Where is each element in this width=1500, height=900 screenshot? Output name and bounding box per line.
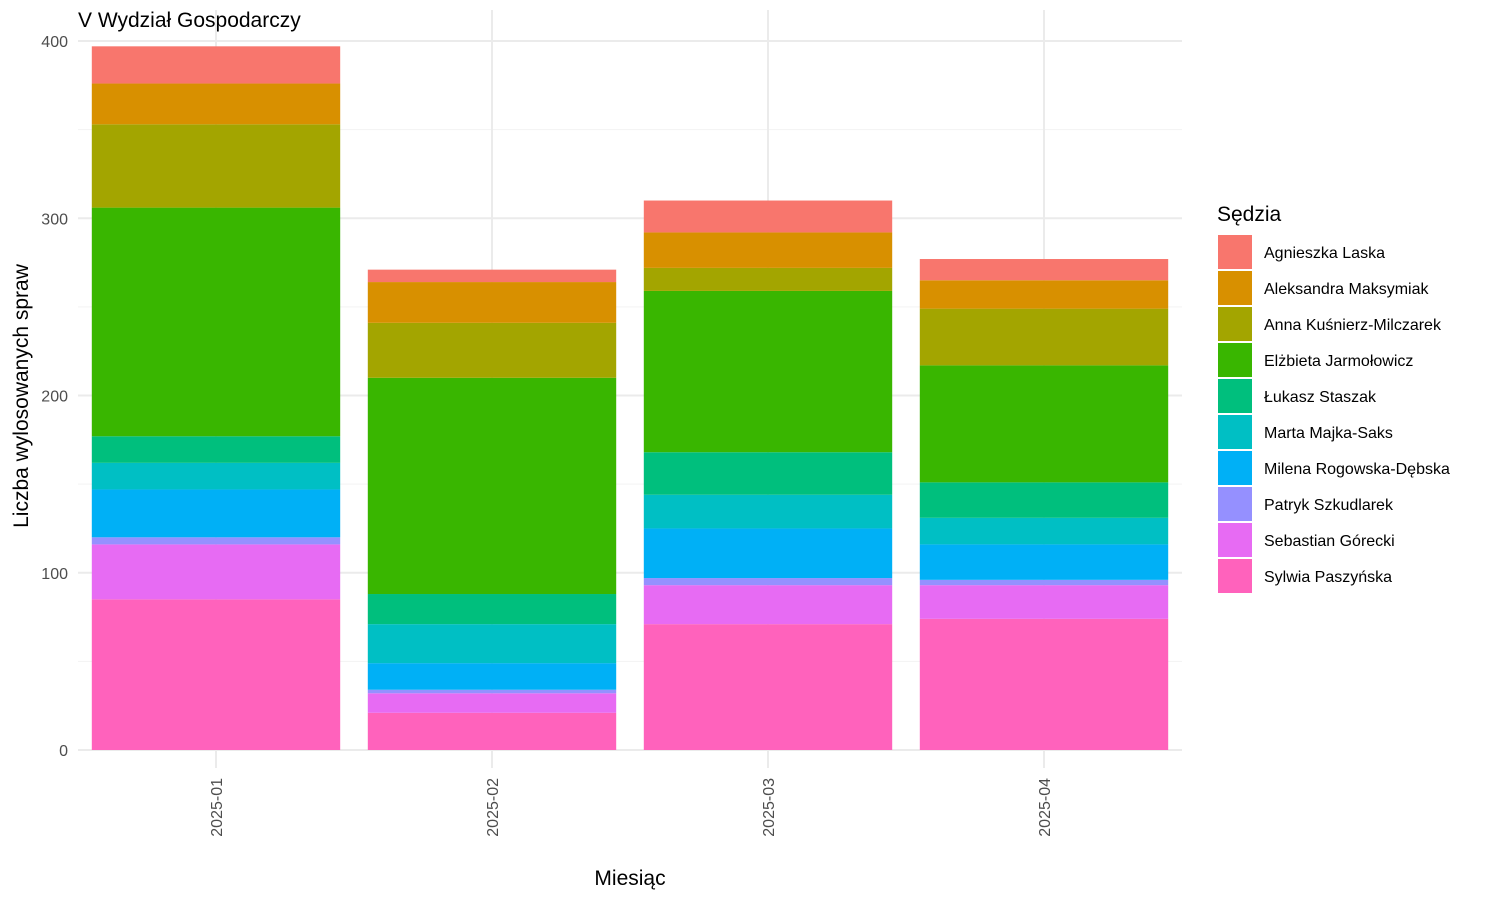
legend-label: Milena Rogowska-Dębska bbox=[1264, 461, 1450, 478]
bar-segment bbox=[367, 282, 617, 323]
bar-segment bbox=[367, 663, 617, 690]
legend-swatch bbox=[1218, 271, 1252, 305]
bar-segment bbox=[367, 624, 617, 664]
legend-label: Agnieszka Laska bbox=[1264, 245, 1385, 262]
y-tick-label: 400 bbox=[41, 34, 68, 51]
x-tick-label: 2025-02 bbox=[485, 778, 502, 837]
bar-segment bbox=[367, 322, 617, 378]
legend-label: Łukasz Staszak bbox=[1264, 389, 1377, 406]
legend-label: Sebastian Górecki bbox=[1264, 533, 1395, 550]
bar-segment bbox=[643, 232, 893, 268]
legend-swatch bbox=[1218, 235, 1252, 269]
legend-swatch bbox=[1218, 523, 1252, 557]
bar-segment bbox=[643, 624, 893, 750]
bar-segment bbox=[367, 269, 617, 283]
bar-segment bbox=[91, 436, 341, 463]
legend-swatch bbox=[1218, 415, 1252, 449]
bar-segment bbox=[91, 124, 341, 208]
bar-segment bbox=[91, 83, 341, 125]
legend-swatch bbox=[1218, 559, 1252, 593]
y-axis-title: Liczba wylosowanych spraw bbox=[10, 263, 33, 528]
x-tick-label: 2025-04 bbox=[1037, 778, 1054, 837]
legend-label: Anna Kuśnierz-Milczarek bbox=[1264, 317, 1442, 334]
legend-label: Sylwia Paszyńska bbox=[1264, 569, 1392, 586]
bar-segment bbox=[919, 618, 1169, 750]
legend-label: Marta Majka-Saks bbox=[1264, 425, 1393, 442]
legend-label: Aleksandra Maksymiak bbox=[1264, 281, 1430, 298]
legend-swatch bbox=[1218, 343, 1252, 377]
legend-swatch bbox=[1218, 379, 1252, 413]
bar-segment bbox=[643, 494, 893, 529]
bar-segment bbox=[643, 290, 893, 453]
legend-swatch bbox=[1218, 487, 1252, 521]
legend-swatch bbox=[1218, 307, 1252, 341]
y-tick-label: 0 bbox=[59, 743, 68, 760]
bar-segment bbox=[91, 537, 341, 545]
chart-title: V Wydział Gospodarczy bbox=[78, 9, 301, 32]
bar-segment bbox=[367, 712, 617, 750]
bar-segment bbox=[643, 578, 893, 586]
bar-segment bbox=[919, 517, 1169, 545]
bar-segment bbox=[91, 599, 341, 750]
bar-segment bbox=[91, 462, 341, 490]
bar-segment bbox=[367, 689, 617, 694]
y-tick-label: 300 bbox=[41, 211, 68, 228]
bar-segment bbox=[643, 452, 893, 495]
legend-label: Patryk Szkudlarek bbox=[1264, 497, 1394, 514]
x-axis-title: Miesiąc bbox=[594, 867, 665, 890]
y-tick-label: 200 bbox=[41, 389, 68, 406]
y-axis-ticks: 0 100 200 300 400 bbox=[41, 34, 68, 760]
bar-segment bbox=[91, 544, 341, 600]
x-axis-ticks: 2025-01 2025-02 2025-03 2025-04 bbox=[209, 778, 1054, 837]
legend-label: Elżbieta Jarmołowicz bbox=[1264, 353, 1413, 370]
bar-segment bbox=[643, 585, 893, 625]
bar-segment bbox=[367, 594, 617, 625]
bar-segment bbox=[367, 377, 617, 595]
bar-segment bbox=[919, 579, 1169, 586]
bar-segment bbox=[91, 46, 341, 84]
bar-segment bbox=[643, 267, 893, 291]
bar-segment bbox=[919, 259, 1169, 281]
bar-segment bbox=[367, 693, 617, 713]
x-tick-label: 2025-03 bbox=[761, 778, 778, 837]
bar-segment bbox=[91, 489, 341, 538]
bar-segment bbox=[91, 207, 341, 437]
bar-segment bbox=[919, 482, 1169, 518]
bars bbox=[91, 46, 1169, 750]
bar-segment bbox=[919, 280, 1169, 309]
bar-segment bbox=[643, 200, 893, 233]
legend-swatch bbox=[1218, 451, 1252, 485]
legend-title: Sędzia bbox=[1217, 203, 1282, 226]
bar-segment bbox=[919, 365, 1169, 483]
legend: Sędzia Agnieszka Laska Aleksandra Maksymi… bbox=[1217, 203, 1450, 593]
bar-segment bbox=[919, 308, 1169, 366]
x-tick-label: 2025-01 bbox=[209, 778, 226, 837]
bar-segment bbox=[919, 585, 1169, 619]
bar-segment bbox=[643, 528, 893, 579]
y-tick-label: 100 bbox=[41, 566, 68, 583]
bar-segment bbox=[919, 544, 1169, 580]
